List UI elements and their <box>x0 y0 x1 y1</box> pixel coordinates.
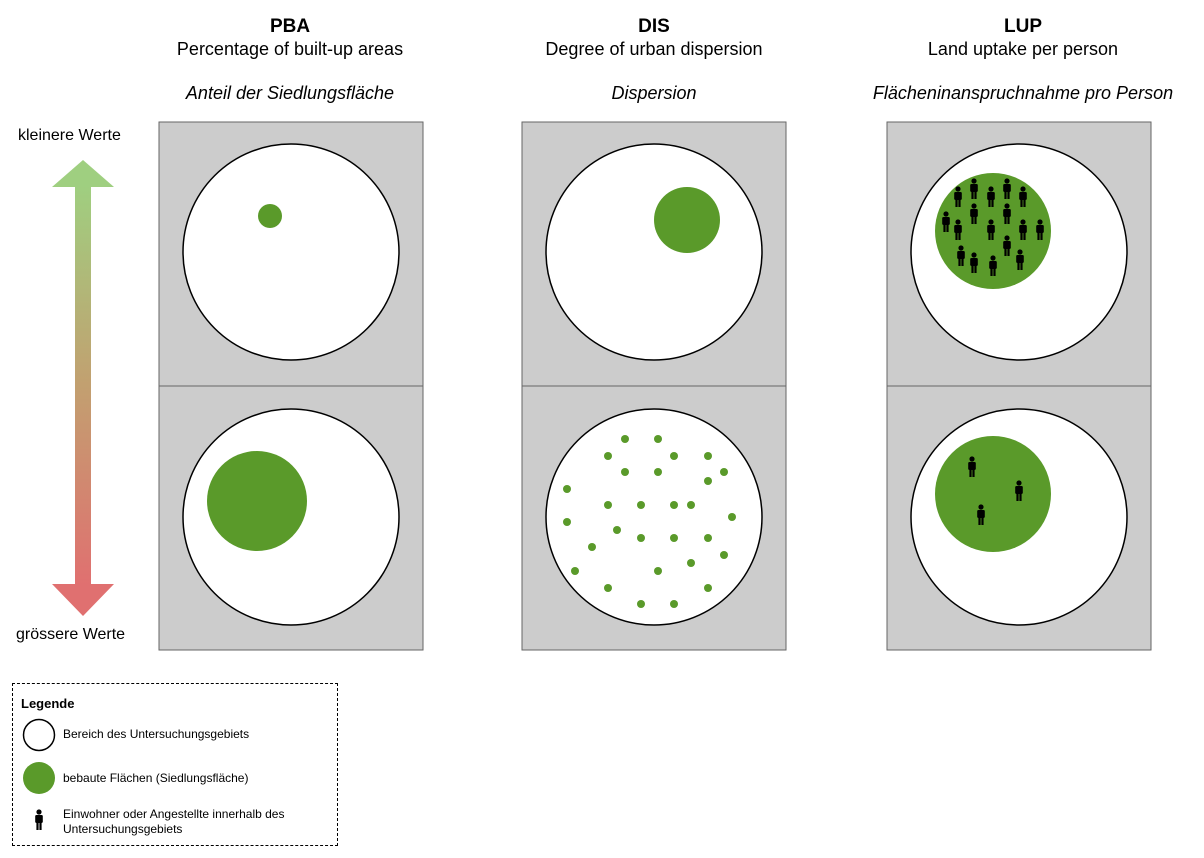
header-pba: PBA Percentage of built-up areas Anteil … <box>110 16 470 104</box>
pba-panel-bottom <box>158 385 424 651</box>
study-area-circle <box>545 408 763 626</box>
legend-title: Legende <box>21 696 75 711</box>
header-lup: LUP Land uptake per person Flächeninansp… <box>843 16 1203 104</box>
pba-panel-top <box>158 121 424 387</box>
dis-panel-top <box>521 121 787 387</box>
built-up-area <box>207 451 307 551</box>
study-area-circle <box>545 143 763 361</box>
legend-label-built-up: bebaute Flächen (Siedlungsfläche) <box>63 771 249 785</box>
lup-name: Land uptake per person <box>927 39 1119 59</box>
built-up-area <box>654 187 720 253</box>
value-scale-arrow <box>52 160 114 616</box>
lup-code: LUP <box>1004 16 1042 37</box>
dis-name-de: Dispersion <box>611 83 697 103</box>
dis-code: DIS <box>638 16 670 37</box>
pba-name: Percentage of built-up areas <box>176 39 404 59</box>
dis-panel-bottom <box>521 385 787 651</box>
diagram-canvas <box>52 121 1152 651</box>
legend-label-study-area: Bereich des Untersuchungsgebiets <box>63 727 250 741</box>
dis-name: Degree of urban dispersion <box>545 39 763 59</box>
dispersed-built-up-dots <box>563 435 736 608</box>
pba-code: PBA <box>269 16 311 37</box>
legend-label-persons-line2: Untersuchungsgebiets <box>63 822 183 836</box>
person-icon <box>35 809 43 830</box>
white-circle-icon <box>22 718 56 752</box>
axis-bottom-label: grössere Werte <box>16 626 126 643</box>
lup-panel-bottom <box>886 385 1152 651</box>
legend-label-persons: Einwohner oder Angestellte innerhalb des… <box>63 807 284 837</box>
legend-label-persons-line1: Einwohner oder Angestellte innerhalb des <box>63 807 285 821</box>
green-circle-icon <box>23 762 55 794</box>
legend-box: Legende Bereich des Untersuchungsgebiets… <box>12 683 338 846</box>
header-dis: DIS Degree of urban dispersion Dispersio… <box>474 16 834 104</box>
lup-panel-top <box>886 121 1152 387</box>
pba-name-de: Anteil der Siedlungsfläche <box>185 83 395 103</box>
built-up-area <box>935 436 1051 552</box>
axis-top-label: kleinere Werte <box>18 127 121 144</box>
lup-name-de: Flächeninanspruchnahme pro Person <box>872 83 1174 103</box>
study-area-circle <box>182 143 400 361</box>
built-up-area <box>258 204 282 228</box>
